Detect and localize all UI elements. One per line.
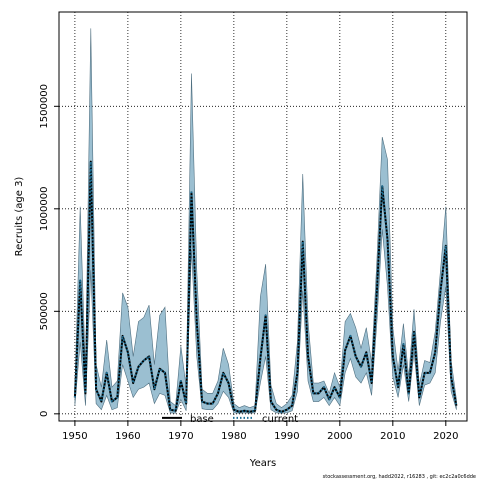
series-line-current: [73, 160, 458, 413]
footnote: stockassessment.org, hadd2022, r16283 , …: [323, 474, 476, 480]
x-tick-label-2000: 2000: [327, 431, 352, 442]
y-tick-label-500000: 500000: [39, 292, 50, 330]
x-tick-label-1980: 1980: [221, 431, 246, 442]
legend: base current: [162, 414, 298, 425]
x-tick-label-1990: 1990: [274, 431, 299, 442]
x-tick-label-2020: 2020: [433, 431, 458, 442]
legend-label-base: base: [190, 414, 214, 425]
y-tick-label-1500000: 1500000: [39, 84, 50, 129]
confidence-band: [74, 28, 457, 414]
x-tick-label-1950: 1950: [62, 431, 87, 442]
plot-frame: [58, 11, 468, 422]
axes-group: 1950 1960 1970 1980 1990 2000 2010 2020 0 500000 1…: [39, 84, 459, 442]
legend-label-current: current: [262, 414, 298, 425]
y-tick-label-0: 0: [39, 411, 50, 417]
x-tick-label-1970: 1970: [168, 431, 193, 442]
y-tick-label-1000000: 1000000: [39, 187, 50, 232]
series-lines-group: [73, 160, 458, 413]
y-axis-title: Recruits (age 3): [14, 177, 25, 257]
x-tick-label-1960: 1960: [115, 431, 140, 442]
confidence-band-group: [74, 28, 457, 414]
x-tick-label-2010: 2010: [380, 431, 405, 442]
x-axis-title: Years: [249, 458, 276, 469]
